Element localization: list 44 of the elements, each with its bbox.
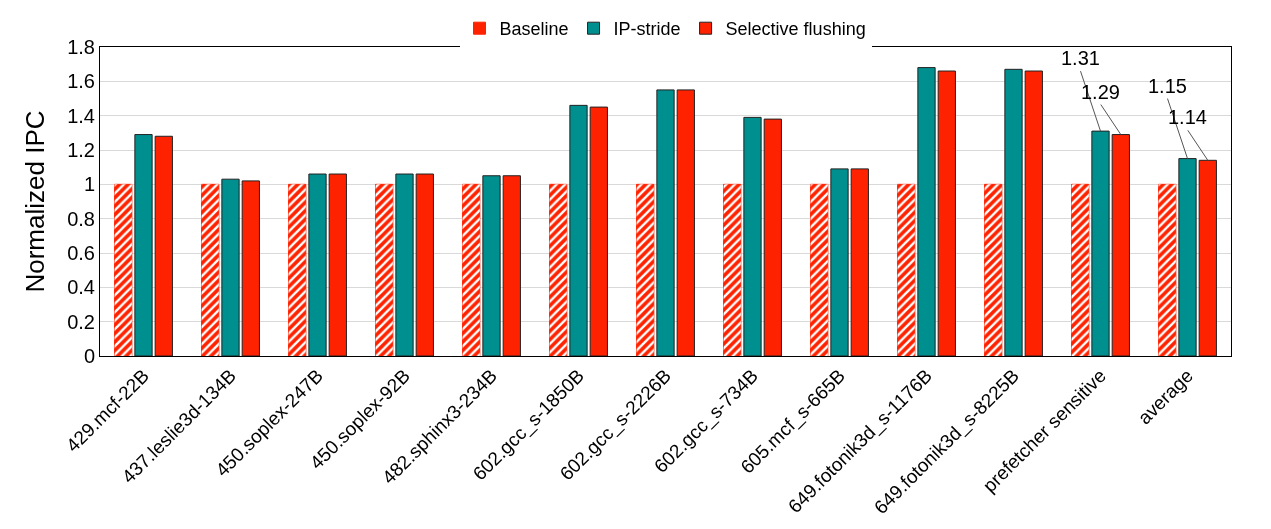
bar — [937, 70, 956, 356]
bar — [154, 135, 173, 356]
bar — [482, 175, 501, 356]
bar — [1024, 70, 1043, 356]
y-axis-title: Normalized IPC — [19, 110, 50, 293]
y-tick-label: 0.2 — [67, 310, 95, 333]
data-label: 1.31 — [1061, 47, 1100, 69]
bar — [308, 173, 327, 356]
bar — [569, 104, 588, 356]
data-label: 1.15 — [1148, 75, 1187, 97]
legend-label: Selective flushing — [725, 19, 866, 40]
y-tick-label: 0.6 — [67, 242, 95, 264]
y-tick-label: 1.8 — [67, 36, 95, 58]
bar — [830, 168, 849, 356]
data-label: 1.29 — [1081, 81, 1120, 103]
bar — [656, 89, 675, 356]
legend-label: Baseline — [499, 19, 569, 40]
y-tick-label: 0 — [83, 345, 95, 367]
bar — [850, 168, 869, 356]
bar — [221, 178, 240, 356]
bar — [134, 134, 153, 356]
data-label: 1.14 — [1168, 106, 1207, 128]
bar — [502, 175, 521, 356]
bar — [1178, 158, 1197, 356]
y-tick-label: 0.8 — [67, 207, 95, 230]
bar — [743, 116, 762, 356]
y-tick-label: 1 — [83, 173, 95, 196]
bar — [589, 106, 608, 356]
bar — [917, 67, 936, 356]
bar — [1004, 68, 1023, 356]
y-tick-label: 0.4 — [67, 276, 95, 299]
y-tick-label: 1.4 — [67, 104, 95, 127]
y-tick-label: 1.6 — [67, 70, 95, 93]
bar — [395, 173, 414, 356]
bar — [241, 180, 260, 356]
bar — [1198, 159, 1217, 356]
bar — [763, 118, 782, 356]
bar — [415, 173, 434, 356]
legend-label: IP-stride — [613, 19, 681, 40]
bar — [328, 173, 347, 356]
bar — [1111, 134, 1130, 356]
y-tick-label: 1.2 — [67, 139, 95, 161]
bar — [676, 89, 695, 356]
bar — [1091, 130, 1110, 356]
